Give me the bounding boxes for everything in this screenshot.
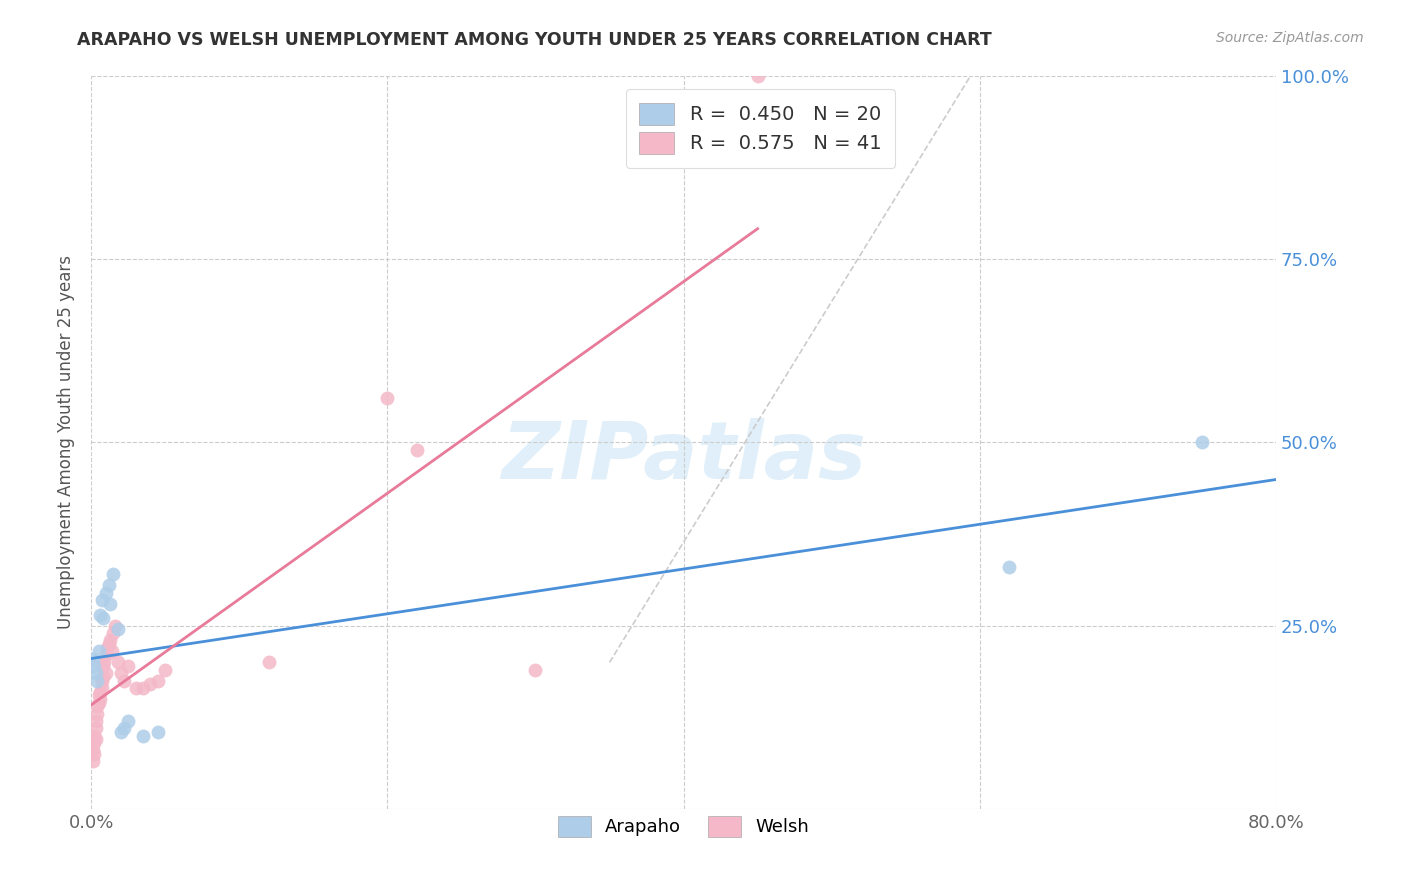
Point xyxy=(524,663,547,677)
Point xyxy=(93,656,115,670)
Point xyxy=(100,597,122,611)
Point xyxy=(96,640,118,655)
Point xyxy=(91,611,114,625)
Point xyxy=(110,725,132,739)
Point xyxy=(153,663,176,677)
Point xyxy=(89,685,111,699)
Point xyxy=(86,673,108,688)
Point xyxy=(83,659,105,673)
Point xyxy=(132,681,155,695)
Point xyxy=(87,689,110,703)
Point xyxy=(103,567,125,582)
Point xyxy=(87,696,110,710)
Point xyxy=(91,659,114,673)
Point xyxy=(82,652,104,666)
Point xyxy=(107,623,129,637)
Point xyxy=(87,644,110,658)
Text: ZIPatlas: ZIPatlas xyxy=(501,418,866,496)
Point xyxy=(86,706,108,721)
Point xyxy=(139,677,162,691)
Point xyxy=(112,673,135,688)
Point xyxy=(82,755,104,769)
Point xyxy=(89,692,111,706)
Point xyxy=(117,659,139,673)
Point xyxy=(94,648,117,662)
Point xyxy=(89,607,111,622)
Point xyxy=(84,722,107,736)
Point xyxy=(84,714,107,728)
Point xyxy=(146,673,169,688)
Point xyxy=(97,578,120,592)
Point xyxy=(998,560,1021,574)
Point xyxy=(101,644,124,658)
Legend: Arapaho, Welsh: Arapaho, Welsh xyxy=(551,809,815,844)
Point xyxy=(94,585,117,599)
Point xyxy=(83,736,105,750)
Point xyxy=(82,743,104,757)
Point xyxy=(90,673,112,688)
Point xyxy=(97,637,120,651)
Point xyxy=(257,656,280,670)
Point xyxy=(747,69,769,83)
Point xyxy=(84,666,107,681)
Point xyxy=(107,656,129,670)
Point xyxy=(83,747,105,761)
Point xyxy=(94,666,117,681)
Point xyxy=(1191,435,1213,450)
Text: Source: ZipAtlas.com: Source: ZipAtlas.com xyxy=(1216,31,1364,45)
Point xyxy=(103,626,125,640)
Point xyxy=(86,699,108,714)
Point xyxy=(90,593,112,607)
Point xyxy=(124,681,146,695)
Point xyxy=(112,722,135,736)
Point xyxy=(377,392,399,406)
Point xyxy=(132,729,155,743)
Text: ARAPAHO VS WELSH UNEMPLOYMENT AMONG YOUTH UNDER 25 YEARS CORRELATION CHART: ARAPAHO VS WELSH UNEMPLOYMENT AMONG YOUT… xyxy=(77,31,993,49)
Point xyxy=(91,670,114,684)
Y-axis label: Unemployment Among Youth under 25 years: Unemployment Among Youth under 25 years xyxy=(58,255,75,630)
Point xyxy=(146,725,169,739)
Point xyxy=(84,732,107,747)
Point xyxy=(117,714,139,728)
Point xyxy=(83,729,105,743)
Point xyxy=(104,618,127,632)
Point xyxy=(90,681,112,695)
Point xyxy=(406,442,429,457)
Point xyxy=(100,633,122,648)
Point xyxy=(110,666,132,681)
